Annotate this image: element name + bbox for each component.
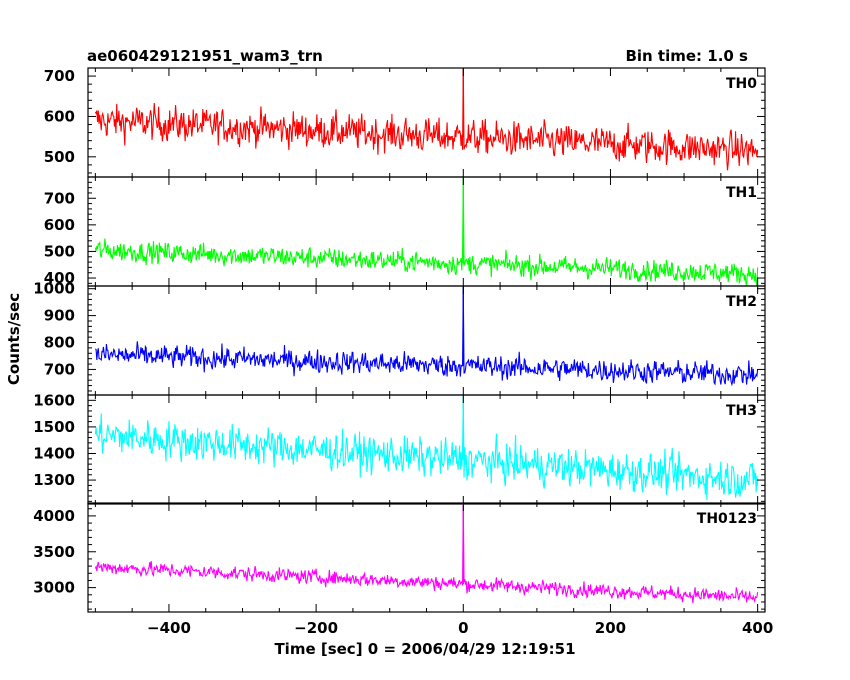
panel-th0: 500 600 700 TH0 bbox=[44, 67, 766, 178]
panel-th0123: 3000 3500 4000 TH0123 bbox=[33, 502, 766, 613]
y-tick-label: 600 bbox=[44, 107, 75, 125]
y-tick-label: 400 bbox=[44, 269, 75, 287]
y-tick-label: 1300 bbox=[33, 471, 75, 489]
series-line-th3 bbox=[94, 400, 759, 501]
chart-title: ae060429121951_wam3_trn bbox=[87, 47, 323, 65]
panel-frame bbox=[87, 285, 766, 396]
y-tick-label: 600 bbox=[44, 216, 75, 234]
x-tick-label: 400 bbox=[742, 619, 773, 637]
y-tick-label: 3500 bbox=[33, 543, 75, 561]
y-tick-label: 4000 bbox=[33, 507, 75, 525]
x-tick-label: −400 bbox=[147, 619, 191, 637]
y-tick-label: 500 bbox=[44, 242, 75, 260]
panel-name-label: TH2 bbox=[726, 294, 757, 310]
bin-time-label: Bin time: 1.0 s bbox=[625, 47, 748, 65]
x-tick-label: 0 bbox=[458, 619, 468, 637]
series-line-th0123 bbox=[94, 503, 759, 604]
y-tick-label: 3000 bbox=[33, 579, 75, 597]
panel-name-label: TH0123 bbox=[697, 511, 757, 527]
panel-th1: 400 500 600 700 TH1 bbox=[44, 176, 766, 287]
panel-th2: 700 800 900 1000 TH2 bbox=[33, 280, 766, 396]
y-tick-label: 700 bbox=[44, 360, 75, 378]
panel-name-label: TH3 bbox=[726, 403, 757, 419]
panel-frame bbox=[87, 502, 766, 613]
panel-th3: 1300 1400 1500 1600 TH3 bbox=[33, 391, 766, 505]
y-tick-label: 1400 bbox=[33, 444, 75, 462]
y-tick-label: 900 bbox=[44, 307, 75, 325]
x-axis-label: Time [sec] 0 = 2006/04/29 12:19:51 bbox=[274, 640, 575, 658]
x-tick-label: 200 bbox=[595, 619, 626, 637]
y-tick-label: 700 bbox=[44, 67, 75, 85]
series-line-th2 bbox=[94, 288, 759, 387]
x-tick-label: −200 bbox=[294, 619, 338, 637]
y-tick-label: 1500 bbox=[33, 418, 75, 436]
y-tick-label: 1600 bbox=[33, 391, 75, 409]
series-line-th0 bbox=[94, 68, 759, 171]
y-tick-label: 500 bbox=[44, 148, 75, 166]
y-tick-label: 800 bbox=[44, 334, 75, 352]
y-tick-label: 1000 bbox=[33, 280, 75, 298]
series-line-th1 bbox=[94, 177, 759, 286]
y-axis-label: Counts/sec bbox=[5, 293, 23, 385]
panel-name-label: TH0 bbox=[726, 76, 757, 92]
panel-name-label: TH1 bbox=[726, 185, 757, 201]
y-tick-label: 700 bbox=[44, 189, 75, 207]
